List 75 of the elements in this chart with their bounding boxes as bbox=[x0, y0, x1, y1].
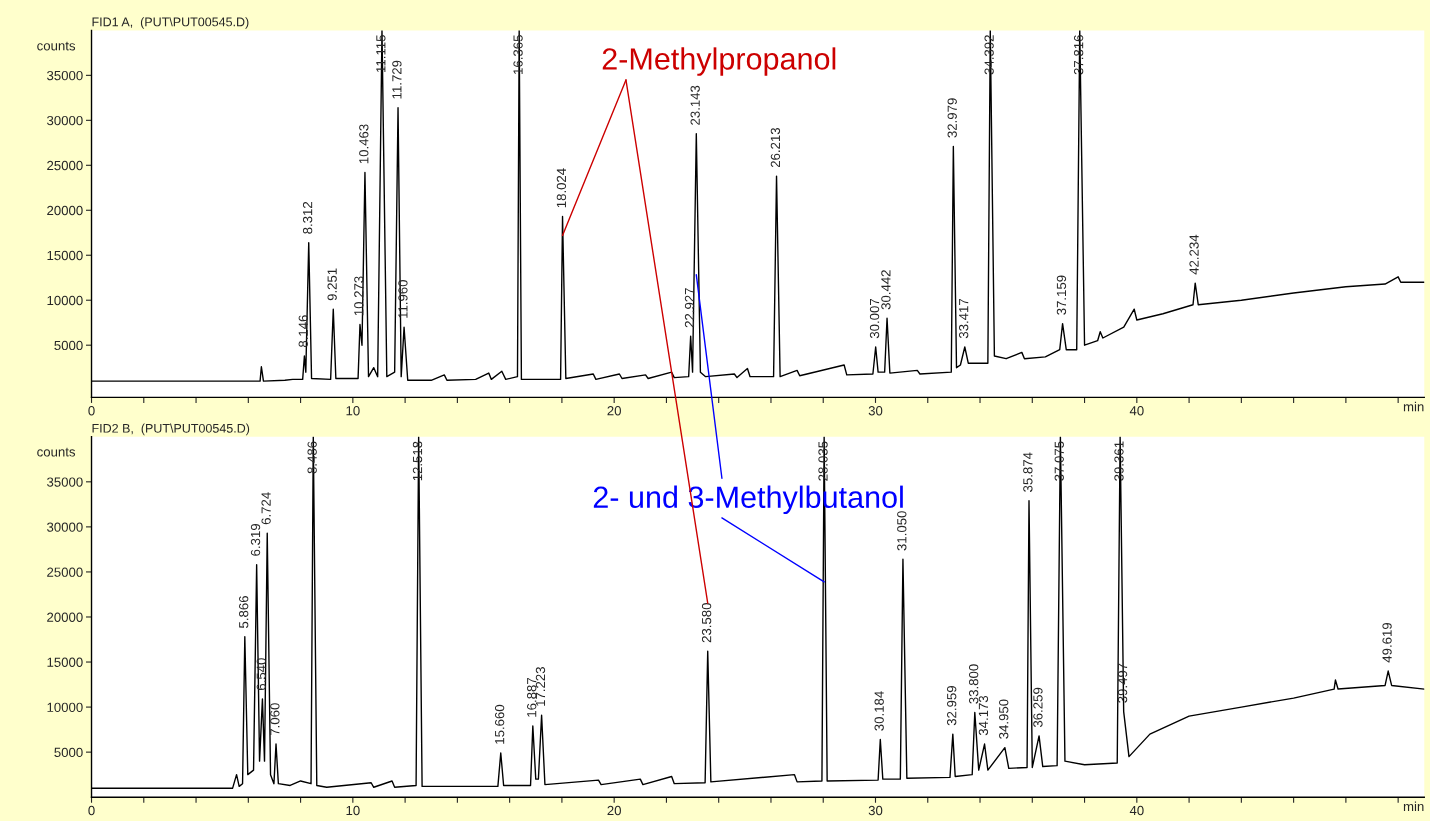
annotation: 9.251 bbox=[327, 268, 337, 301]
annotation: 23.580 bbox=[701, 603, 712, 643]
x-tick-label: 40 bbox=[1129, 805, 1144, 816]
annotation: 8.312 bbox=[302, 201, 313, 234]
y-tick-label: 25000 bbox=[47, 567, 83, 577]
y-tick-label: 10000 bbox=[47, 702, 83, 712]
y-tick-label: 35000 bbox=[47, 477, 83, 487]
annotation: 16.365 bbox=[513, 35, 523, 74]
x-axis-title: min bbox=[1403, 801, 1424, 812]
annotation: 2-Methylpropanol bbox=[602, 47, 836, 76]
x-tick-label: 40 bbox=[1129, 406, 1144, 416]
x-tick-label: 10 bbox=[346, 805, 360, 816]
annotation: 32.979 bbox=[947, 98, 957, 138]
annotation: 33.417 bbox=[958, 298, 969, 339]
x-tick-label: 20 bbox=[607, 805, 621, 816]
annotation: 22.927 bbox=[684, 288, 695, 328]
y-tick-label: 5000 bbox=[54, 340, 83, 351]
annotation: 8.146 bbox=[298, 315, 308, 348]
annotation: 34.950 bbox=[999, 699, 1009, 739]
y-tick-label: 35000 bbox=[47, 70, 83, 81]
annotation: 28.035 bbox=[818, 441, 828, 481]
annotation: 10.463 bbox=[359, 124, 369, 164]
annotation: 8.486 bbox=[307, 441, 317, 474]
annotation: 37.075 bbox=[1054, 441, 1064, 481]
annotation: 26.213 bbox=[770, 127, 781, 168]
annotation: 37.816 bbox=[1073, 35, 1084, 75]
x-tick-label: 0 bbox=[88, 805, 95, 816]
annotation: 18.024 bbox=[556, 168, 567, 208]
y-tick-label: 20000 bbox=[47, 612, 83, 622]
annotation: 35.874 bbox=[1023, 452, 1033, 492]
x-tick-label: 20 bbox=[607, 406, 621, 416]
annotation: 16.887 bbox=[527, 677, 537, 717]
y-tick-label: 5000 bbox=[54, 747, 83, 758]
y-tick-label: 20000 bbox=[47, 205, 83, 216]
y-tick-label: 30000 bbox=[47, 115, 83, 126]
y-tick-label: 30000 bbox=[47, 522, 83, 532]
annotation: 11.729 bbox=[392, 60, 402, 99]
annotation: 34.173 bbox=[978, 695, 989, 736]
annotation: 7.060 bbox=[270, 703, 280, 736]
x-tick-label: 30 bbox=[868, 805, 883, 816]
annotation: 11.960 bbox=[398, 280, 408, 318]
y-tick-label: 10000 bbox=[47, 295, 83, 306]
annotation: 5.866 bbox=[239, 596, 249, 628]
annotation: 49.619 bbox=[1382, 622, 1392, 663]
annotation: 32.959 bbox=[947, 686, 957, 726]
annotation: 6.724 bbox=[261, 492, 271, 525]
annotation: 30.007 bbox=[869, 298, 880, 339]
y-axis-title: counts bbox=[37, 41, 76, 51]
chart-title: FID1 A, (PUT\PUT00545.D) bbox=[92, 17, 249, 29]
y-axis-title: counts bbox=[37, 447, 76, 457]
annotation: 33.800 bbox=[969, 664, 979, 704]
chart-title: FID2 B, (PUT\PUT00545.D) bbox=[92, 423, 250, 436]
annotation: 17.223 bbox=[535, 667, 546, 706]
x-axis-title: min bbox=[1403, 401, 1424, 412]
x-tick-label: 30 bbox=[868, 406, 883, 416]
annotation: 15.660 bbox=[494, 704, 505, 744]
x-tick-label: 10 bbox=[346, 406, 360, 416]
annotation: 36.259 bbox=[1033, 687, 1043, 728]
annotation: 10.273 bbox=[354, 276, 364, 316]
annotation: 42.234 bbox=[1189, 234, 1199, 275]
annotation: 30.442 bbox=[881, 270, 891, 310]
annotation: 6.540 bbox=[256, 658, 266, 690]
annotation: 12.518 bbox=[412, 441, 423, 481]
y-tick-label: 15000 bbox=[47, 250, 83, 261]
annotation: 30.184 bbox=[874, 691, 884, 731]
annotation: 11.115 bbox=[376, 35, 386, 72]
annotation: 34.392 bbox=[984, 35, 994, 75]
annotation: 6.319 bbox=[250, 523, 261, 556]
y-tick-label: 25000 bbox=[47, 160, 83, 171]
y-tick-label: 15000 bbox=[47, 657, 83, 667]
annotation: 37.159 bbox=[1056, 275, 1067, 315]
annotation: 23.143 bbox=[690, 85, 700, 125]
x-tick-label: 0 bbox=[88, 406, 95, 416]
annotation: 39.497 bbox=[1117, 663, 1128, 703]
annotation: 39.361 bbox=[1114, 441, 1124, 481]
